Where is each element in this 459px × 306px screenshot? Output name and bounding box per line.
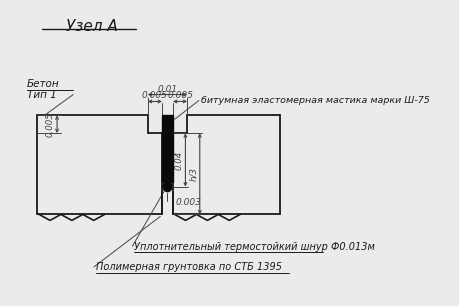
Text: h/3: h/3 bbox=[189, 167, 197, 181]
Text: Уплотнительный термостойкий шнур Ф0.013м: Уплотнительный термостойкий шнур Ф0.013м bbox=[134, 242, 374, 252]
Text: Узел А: Узел А bbox=[66, 19, 118, 34]
Polygon shape bbox=[162, 133, 173, 182]
Polygon shape bbox=[162, 115, 173, 133]
Text: 0.04: 0.04 bbox=[174, 150, 183, 170]
Text: Полимерная грунтовка по СТБ 1395: Полимерная грунтовка по СТБ 1395 bbox=[95, 262, 281, 272]
Circle shape bbox=[162, 182, 172, 192]
Text: 0.005: 0.005 bbox=[45, 112, 54, 137]
Text: 0.005: 0.005 bbox=[167, 91, 192, 100]
Text: 0.005: 0.005 bbox=[142, 91, 168, 100]
Text: Бетон: Бетон bbox=[27, 79, 59, 89]
Text: 0.01: 0.01 bbox=[157, 84, 177, 94]
Text: битумная эластомерная мастика марки Ш-75: битумная эластомерная мастика марки Ш-75 bbox=[200, 96, 429, 105]
Text: Тип 1: Тип 1 bbox=[27, 91, 56, 100]
Text: 0.003: 0.003 bbox=[175, 198, 201, 207]
